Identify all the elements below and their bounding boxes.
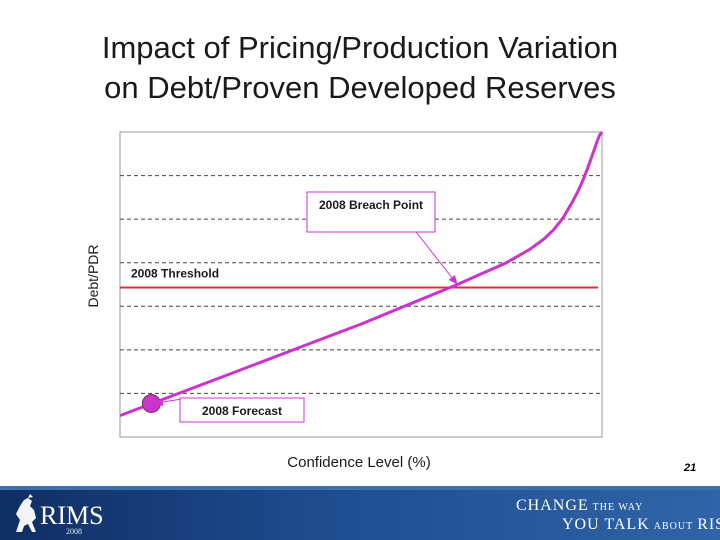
y-axis-label: Debt/PDR	[85, 244, 101, 307]
series-line-0	[119, 131, 604, 418]
slide-title: Impact of Pricing/Production Variation o…	[0, 28, 720, 108]
footer-bar	[0, 486, 720, 540]
breach-point-arrow	[415, 231, 458, 285]
gridlines	[120, 175, 602, 394]
tagline-you-talk: YOU TALK	[562, 516, 650, 533]
title-line-2: on Debt/Proven Developed Reserves	[104, 70, 616, 105]
tagline-risk: RISK	[697, 516, 720, 533]
tagline-change: CHANGE	[516, 497, 589, 514]
x-axis-label: Confidence Level (%)	[287, 454, 430, 471]
annotations-group: 2008 Breach Point 2008 Forecast	[153, 191, 458, 423]
tagline-about: ABOUT	[653, 521, 694, 532]
breach-point-box	[306, 191, 436, 233]
forecast-box	[179, 397, 305, 423]
logo-year: 2008	[66, 527, 82, 536]
series-group	[119, 131, 604, 418]
plot-area	[119, 131, 603, 438]
footer-band	[0, 486, 720, 490]
tagline-line-1: CHANGE THE WAY	[516, 497, 643, 515]
forecast-label: 2008 Forecast	[202, 404, 282, 418]
forecast-arrowhead	[153, 398, 164, 406]
breach-point-label: 2008 Breach Point	[319, 198, 423, 212]
threshold-label: 2008 Threshold	[131, 267, 219, 281]
logo-text: RIMS	[40, 501, 104, 530]
title-line-1: Impact of Pricing/Production Variation	[101, 30, 619, 65]
chart: 2008 Threshold 2008 Breach Point 2008 For…	[85, 131, 604, 471]
threshold-group: 2008 Threshold	[120, 267, 598, 289]
page-number: 21	[684, 462, 697, 474]
tagline-the-way: THE WAY	[592, 502, 644, 513]
tagline-line-2: YOU TALK ABOUT RISK	[562, 516, 720, 534]
breach-point-arrowhead	[448, 274, 458, 285]
lion-rampant-icon	[16, 494, 36, 532]
